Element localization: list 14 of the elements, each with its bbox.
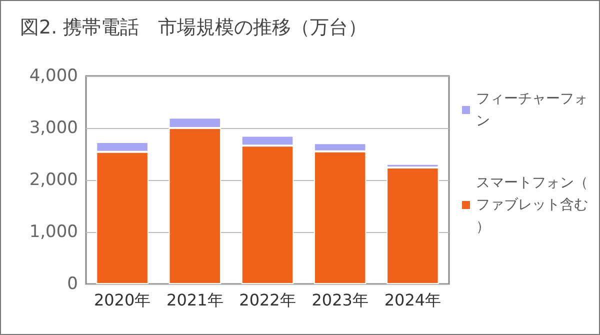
legend-label: スマートフォン（ファブレット含む） — [476, 175, 588, 235]
y-tick-label: 3,000 — [29, 118, 78, 138]
x-tick-label: 2020年 — [94, 290, 151, 310]
x-tick-label: 2024年 — [384, 290, 442, 310]
x-tick-label: 2022年 — [239, 290, 296, 310]
y-tick-label: 1,000 — [29, 222, 78, 242]
y-tick-label: 2,000 — [29, 170, 78, 190]
chart-title: 図2. 携帯電話 市場規模の推移（万台） — [20, 16, 368, 38]
y-tick-label: 4,000 — [29, 66, 78, 86]
legend-label: フィーチャーフォン — [476, 91, 588, 129]
y-tick-label: 0 — [67, 274, 78, 294]
bar — [386, 168, 439, 284]
x-tick-label: 2023年 — [312, 290, 368, 310]
x-tick-label: 2021年 — [166, 290, 224, 310]
